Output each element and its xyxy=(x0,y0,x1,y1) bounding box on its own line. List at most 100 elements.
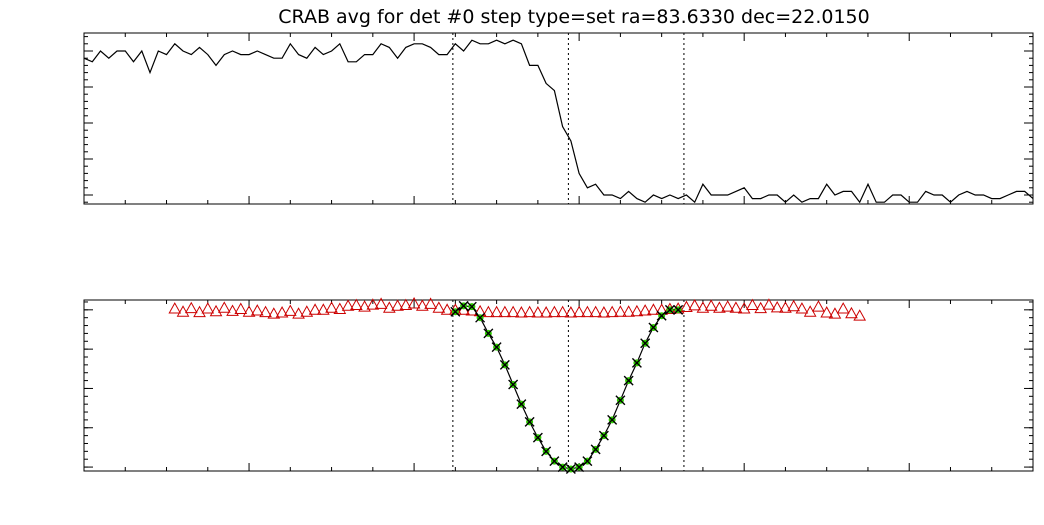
triangle-marker xyxy=(226,304,239,316)
triangle-marker xyxy=(795,302,809,314)
triangle-marker xyxy=(374,297,388,309)
triangle-marker xyxy=(713,301,726,313)
triangle-marker xyxy=(812,300,825,312)
triangle-marker xyxy=(638,304,652,316)
triangle-marker xyxy=(234,302,248,314)
triangle-marker xyxy=(647,303,660,315)
triangle-marker xyxy=(399,298,413,311)
triangle-marker xyxy=(779,301,792,313)
triangle-marker xyxy=(630,304,644,317)
triangle-marker xyxy=(300,305,314,317)
triangle-marker xyxy=(564,306,578,318)
x-marker xyxy=(574,462,585,473)
triangle-marker xyxy=(440,303,454,315)
triangle-marker xyxy=(193,305,206,318)
triangle-marker xyxy=(704,299,718,311)
triangle-marker xyxy=(259,305,272,318)
triangle-marker xyxy=(424,297,437,309)
x-marker xyxy=(466,301,477,312)
triangle-marker xyxy=(754,301,768,314)
triangle-marker xyxy=(556,305,569,318)
x-marker xyxy=(582,456,593,467)
x-marker xyxy=(524,416,535,427)
x-marker xyxy=(565,464,576,475)
triangle-marker xyxy=(622,305,635,317)
triangle-marker xyxy=(267,307,281,319)
triangle-marker xyxy=(548,305,561,318)
x-marker xyxy=(557,462,568,473)
triangle-marker xyxy=(366,298,380,310)
x-marker xyxy=(598,430,609,441)
x-marker xyxy=(516,399,527,410)
x-marker xyxy=(491,342,502,353)
triangle-marker xyxy=(490,305,503,318)
x-marker xyxy=(631,357,642,368)
x-marker xyxy=(615,395,626,406)
x-marker xyxy=(475,312,486,323)
triangle-marker xyxy=(407,297,421,309)
triangle-marker xyxy=(515,306,528,318)
triangle-marker xyxy=(836,302,850,314)
plot-frame xyxy=(83,299,1034,472)
triangle-marker xyxy=(729,301,743,313)
x-marker xyxy=(458,300,469,311)
triangle-marker xyxy=(349,298,363,311)
triangle-marker xyxy=(688,298,702,311)
triangle-marker xyxy=(217,301,231,313)
count-rate-line xyxy=(83,39,1034,204)
triangle-marker xyxy=(275,306,289,318)
triangle-marker xyxy=(506,305,520,318)
fit-curve-line xyxy=(454,305,679,470)
triangle-marker xyxy=(176,305,190,317)
triangle-marker xyxy=(341,299,355,311)
triangle-marker xyxy=(201,302,215,314)
triangle-marker xyxy=(787,299,801,312)
triangle-marker xyxy=(539,306,553,318)
triangle-marker xyxy=(597,306,611,318)
triangle-marker xyxy=(283,304,297,316)
triangle-marker xyxy=(820,306,834,318)
triangle-marker xyxy=(391,299,404,311)
x-marker xyxy=(499,359,510,370)
triangle-marker xyxy=(432,301,446,313)
triangle-marker xyxy=(737,302,751,314)
triangle-marker xyxy=(853,309,867,321)
bottom-panel-difference-profile xyxy=(83,297,1034,475)
x-marker xyxy=(664,304,675,315)
triangle-marker xyxy=(572,305,586,318)
triangle-marker xyxy=(168,302,182,314)
triangle-marker xyxy=(209,304,223,317)
x-marker xyxy=(541,446,552,457)
chart-title: CRAB avg for det #0 step type=set ra=83.… xyxy=(278,6,869,28)
x-marker xyxy=(623,375,634,386)
x-marker xyxy=(483,328,494,339)
triangle-marker xyxy=(250,304,264,316)
triangle-marker xyxy=(581,305,594,318)
x-marker xyxy=(532,432,543,443)
triangle-marker xyxy=(721,300,735,312)
triangle-marker xyxy=(325,301,338,313)
x-marker xyxy=(450,306,461,317)
triangle-marker xyxy=(415,299,429,311)
triangle-marker xyxy=(680,300,693,312)
triangle-marker xyxy=(770,300,784,313)
plot-frame xyxy=(83,32,1034,205)
triangle-marker xyxy=(696,301,710,313)
triangle-marker xyxy=(184,301,198,314)
x-marker xyxy=(640,338,651,349)
triangle-marker xyxy=(292,307,305,319)
triangle-marker xyxy=(308,303,322,315)
x-marker xyxy=(549,456,560,467)
triangle-marker xyxy=(498,305,512,318)
triangle-marker xyxy=(316,303,330,315)
triangle-marker xyxy=(333,302,347,314)
triangle-marker xyxy=(482,305,495,318)
triangle-marker xyxy=(242,305,256,317)
top-panel-count-rate xyxy=(83,32,1034,205)
triangle-marker xyxy=(382,301,396,313)
x-marker xyxy=(656,310,667,321)
triangle-marker xyxy=(523,305,536,318)
triangle-marker xyxy=(531,306,545,318)
triangle-marker xyxy=(605,305,619,318)
x-marker xyxy=(673,304,684,315)
